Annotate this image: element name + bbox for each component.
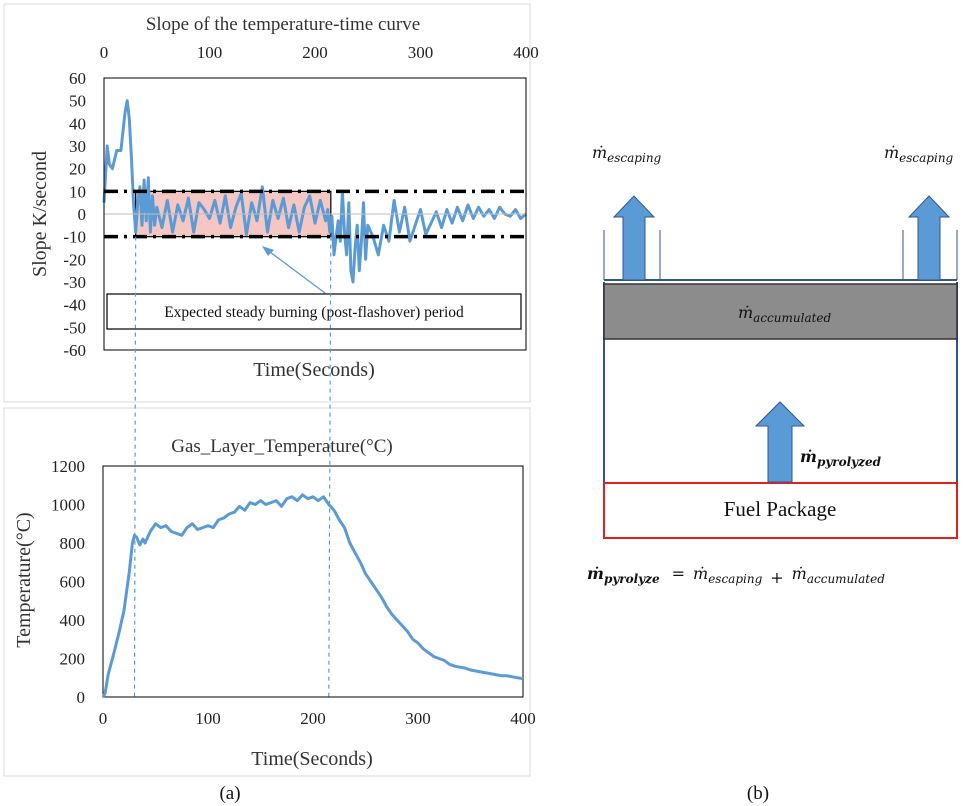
fuel-package-label: Fuel Package <box>724 497 837 521</box>
steady-period-guide-line <box>133 236 137 701</box>
temperature-series-line <box>101 493 524 698</box>
mass-balance-equation: ṁpyrolyze = ṁescaping + ṁaccumulated <box>587 564 885 587</box>
slope-y-tick-label: 40 <box>69 114 86 133</box>
slope-y-tick-label: -10 <box>63 228 86 247</box>
temperature-x-tick-label: 100 <box>195 709 221 728</box>
annotation-text: Expected steady burning (post-flashover)… <box>164 304 464 321</box>
slope-y-tick-label: 60 <box>69 69 86 88</box>
temperature-y-tick-label: 800 <box>60 534 86 553</box>
slope-x-tick-label: 400 <box>513 43 539 62</box>
temperature-y-tick-label: 600 <box>60 573 86 592</box>
temperature-x-tick-label: 0 <box>99 709 108 728</box>
annotation-arrow <box>265 248 326 294</box>
escaping-label-right: ṁescaping <box>884 143 954 165</box>
slope-plot-area <box>103 77 527 351</box>
slope-y-tick-label: 10 <box>69 182 86 201</box>
slope-y-tick-label: -60 <box>63 341 86 360</box>
temperature-chart-title: Gas_Layer_Temperature(°C) <box>171 436 393 457</box>
temperature-x-tick-label: 400 <box>510 709 536 728</box>
slope-y-tick-label: -20 <box>63 250 86 269</box>
temperature-chart: Gas_Layer_Temperature(°C) 0 100 200 300 400 … <box>13 436 536 770</box>
annotation-box <box>106 293 522 330</box>
mass-balance-diagram: Fuel Package ṁescaping ṁescaping ṁaccumu… <box>587 143 958 587</box>
slope-y-tick-label: -40 <box>63 296 86 315</box>
temperature-y-tick-label: 200 <box>60 650 86 669</box>
slope-y-tick-label: 0 <box>78 205 87 224</box>
slope-chart: Slope of the temperature-time curve 0 100… <box>29 14 539 381</box>
temperature-plot-area <box>102 465 524 698</box>
panel-label-b: (b) <box>747 783 769 804</box>
threshold-lines <box>104 189 526 239</box>
temperature-y-tick-label: 400 <box>60 611 86 630</box>
slope-x-tick-label: 200 <box>302 43 328 62</box>
panel-label-a: (a) <box>219 783 240 804</box>
temperature-y-axis-title: Temperature(°C) <box>13 512 35 647</box>
slope-y-tick-label: -30 <box>63 273 86 292</box>
slope-y-axis-title: Slope K/second <box>29 151 51 277</box>
escaping-arrow-left <box>612 195 656 281</box>
slope-x-tick-label: 100 <box>197 43 223 62</box>
accumulated-label: ṁaccumulated <box>738 303 832 325</box>
annotation-arrowhead <box>262 246 274 256</box>
top-chart-panel <box>3 3 531 403</box>
slope-y-tick-label: 20 <box>69 160 86 179</box>
temperature-y-tick-label: 0 <box>77 688 86 707</box>
steady-period-guide-line <box>328 236 332 701</box>
slope-y-ticks: 60 50 40 30 20 10 0 -10 -20 -30 -40 -50 -60 <box>63 69 86 360</box>
slope-y-tick-label: 50 <box>69 92 86 111</box>
pyrolyzed-label: ṁpyrolyzed <box>800 447 882 469</box>
temperature-x-axis-title: Time(Seconds) <box>251 748 372 770</box>
temperature-y-ticks: 1200 1000 800 600 400 200 0 <box>51 457 85 707</box>
temperature-x-ticks: 0 100 200 300 400 <box>99 709 536 728</box>
escaping-arrow-right <box>907 195 951 281</box>
fuel-package-box <box>603 482 958 539</box>
slope-x-tick-label: 300 <box>408 43 434 62</box>
slope-y-tick-label: 30 <box>69 137 86 156</box>
pyrolyzed-arrow <box>754 401 806 483</box>
slope-y-tick-label: -50 <box>63 318 86 337</box>
slope-x-axis-title: Time(Seconds) <box>253 359 374 381</box>
slope-x-ticks: 0 100 200 300 400 <box>100 43 539 62</box>
temperature-y-tick-label: 1000 <box>51 496 85 515</box>
bottom-chart-panel <box>3 407 531 777</box>
escaping-label-left: ṁescaping <box>592 143 662 165</box>
slope-chart-title: Slope of the temperature-time curve <box>146 14 420 35</box>
steady-period-guides <box>133 236 332 701</box>
temperature-x-tick-label: 300 <box>405 709 431 728</box>
accumulated-layer <box>603 283 958 340</box>
slope-x-tick-label: 0 <box>100 43 109 62</box>
temperature-y-tick-label: 1200 <box>51 457 85 476</box>
temperature-x-tick-label: 200 <box>300 709 326 728</box>
